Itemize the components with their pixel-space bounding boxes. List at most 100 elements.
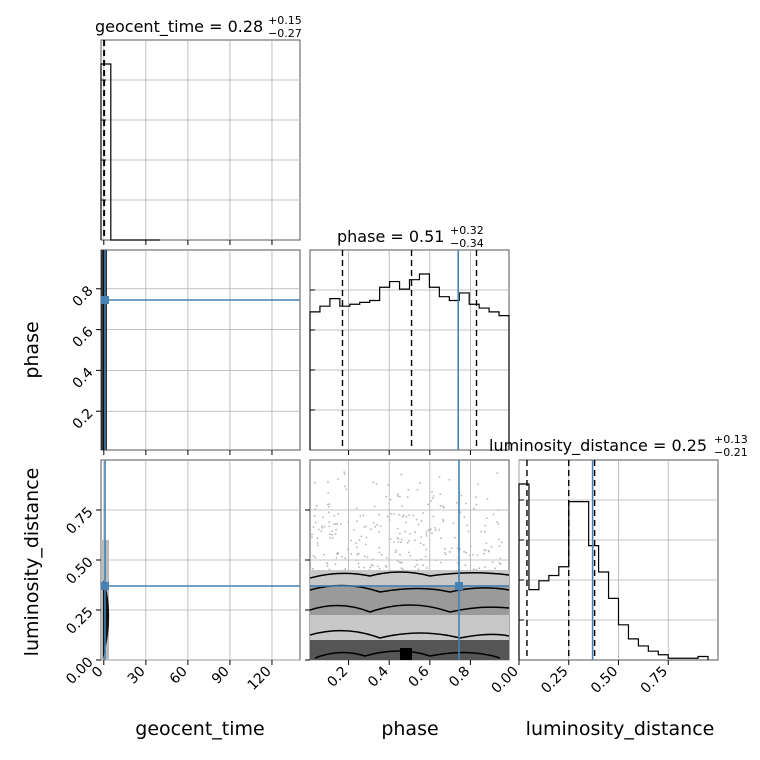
y-tick-label: 0.4 xyxy=(70,365,97,392)
scatter-point xyxy=(405,515,408,518)
scatter-point xyxy=(337,478,339,480)
scatter-point xyxy=(347,548,349,551)
scatter-point xyxy=(401,505,404,507)
scatter-point xyxy=(417,523,420,526)
scatter-point xyxy=(431,532,433,534)
title-phase: phase = 0.51 xyxy=(337,227,444,246)
panel-hist-phase: phase = 0.51 +0.32 −0.34 xyxy=(309,224,510,455)
scatter-point xyxy=(398,513,400,516)
xlabel-luminosity-distance: luminosity_distance xyxy=(526,718,715,740)
scatter-point xyxy=(314,521,317,524)
scatter-point xyxy=(400,538,403,541)
contour-line xyxy=(310,604,509,613)
panel-frame xyxy=(100,39,301,241)
scatter-point xyxy=(463,550,465,553)
scatter-point xyxy=(363,566,365,569)
scatter-point xyxy=(343,471,345,473)
scatter-point xyxy=(311,533,313,536)
contour-line xyxy=(314,650,501,659)
y-tick-label: 0.2 xyxy=(70,406,97,433)
scatter-point xyxy=(379,525,382,527)
scatter-point xyxy=(389,538,392,540)
scatter-point xyxy=(334,563,337,566)
scatter-point xyxy=(398,561,401,564)
scatter-point xyxy=(439,561,442,564)
scatter-point xyxy=(337,513,340,515)
scatter-point xyxy=(499,557,502,560)
scatter-point xyxy=(392,513,395,515)
scatter-point xyxy=(378,513,381,516)
scatter-point xyxy=(434,529,437,531)
scatter-point xyxy=(355,559,358,562)
scatter-point xyxy=(456,547,459,550)
scatter-point xyxy=(476,554,479,557)
scatter-point xyxy=(443,506,445,509)
scatter-point xyxy=(453,536,456,539)
scatter-point xyxy=(498,562,501,564)
scatter-point xyxy=(312,554,315,557)
scatter-point xyxy=(494,567,496,570)
scatter-point xyxy=(408,514,411,516)
scatter-point xyxy=(439,493,442,496)
scatter-point xyxy=(390,512,392,515)
scatter-point xyxy=(430,500,432,502)
scatter-point xyxy=(397,541,400,543)
scatter-point xyxy=(444,551,446,554)
scatter-point xyxy=(350,553,353,555)
scatter-point xyxy=(394,551,397,554)
scatter-point xyxy=(314,508,317,511)
x-tick-label: 0.6 xyxy=(406,663,433,690)
scatter-point xyxy=(490,545,493,548)
scatter-point xyxy=(387,484,389,486)
scatter-point xyxy=(443,547,446,550)
scatter-point xyxy=(328,568,331,571)
scatter-point xyxy=(335,557,338,559)
y-tick-label: 0.8 xyxy=(70,283,97,310)
scatter-point xyxy=(419,482,421,484)
scatter-point xyxy=(353,529,355,531)
scatter-point xyxy=(321,525,323,528)
scatter-point xyxy=(432,495,435,497)
scatter-point xyxy=(452,522,455,525)
scatter-point xyxy=(409,555,412,557)
scatter-point xyxy=(475,503,478,506)
scatter-point xyxy=(357,562,360,565)
scatter-point xyxy=(372,481,375,483)
scatter-point xyxy=(448,550,451,553)
scatter-point xyxy=(327,506,330,508)
scatter-point xyxy=(339,523,342,526)
scatter-point xyxy=(345,488,348,491)
scatter-point xyxy=(365,536,368,539)
scatter-point xyxy=(328,521,331,523)
truth-marker xyxy=(101,582,109,590)
scatter-point xyxy=(355,546,358,549)
scatter-point xyxy=(484,549,487,552)
scatter-point xyxy=(385,557,388,559)
scatter-point xyxy=(480,530,483,533)
title-phase-minus: −0.34 xyxy=(450,237,484,250)
scatter-point xyxy=(329,537,331,539)
scatter-point xyxy=(450,547,453,550)
y-tick-label: 0.50 xyxy=(63,554,96,587)
histogram-step xyxy=(518,483,709,660)
truth-marker xyxy=(101,296,109,304)
scatter-point xyxy=(439,504,442,507)
scatter-point xyxy=(397,495,399,497)
x-tick-label: 0.50 xyxy=(588,664,621,697)
x-tick-label: 0.75 xyxy=(638,664,671,697)
scatter-point xyxy=(483,552,485,555)
grid xyxy=(101,40,300,240)
scatter-point xyxy=(343,473,346,475)
scatter-point xyxy=(425,548,428,551)
scatter-points xyxy=(311,471,503,571)
scatter-point xyxy=(475,496,477,499)
scatter-point xyxy=(435,559,437,562)
histogram xyxy=(100,40,160,241)
x-tick-label: 0.4 xyxy=(365,663,392,690)
scatter-point xyxy=(409,533,411,535)
scatter-point xyxy=(328,533,331,536)
scatter-point xyxy=(417,568,420,571)
scatter-point xyxy=(333,515,336,517)
ylabel-phase: phase xyxy=(21,321,43,378)
